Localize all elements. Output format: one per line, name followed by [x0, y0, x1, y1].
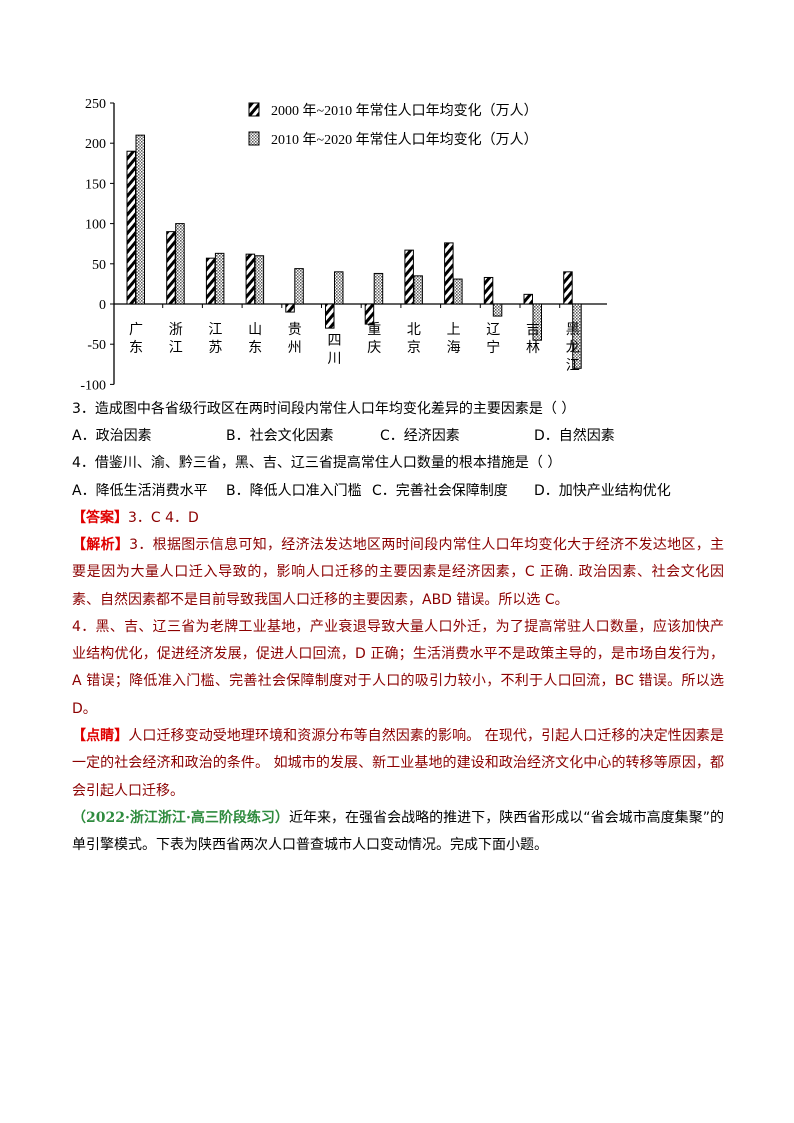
tip-paragraph: 【点睛】人口迁移变动受地理环境和资源分布等自然因素的影响。 在现代，引起人口迁移… — [72, 723, 724, 805]
analysis-paragraph-1: 【解析】3．根据图示信息可知，经济法发达地区两时间段内常住人口年均变化大于经济不… — [72, 532, 724, 614]
x-category-label: 四川 — [328, 334, 342, 367]
q3-option-a: A．政治因素 — [72, 428, 152, 444]
next-question-intro: （2022·浙江浙江·高三阶段练习）近年来，在强省会战略的推进下，陕西省形成以“… — [72, 805, 724, 860]
bar-上海-series-1 — [444, 242, 454, 305]
y-tick-label: 250 — [85, 97, 106, 112]
bar-黑龙江-series-1 — [563, 271, 573, 305]
q4-option-d: D．加快产业结构优化 — [534, 483, 671, 499]
bar-吉林-series-2 — [532, 303, 542, 341]
q3-option-d: D．自然因素 — [534, 428, 615, 444]
answer: 【答案】3．C 4．D — [72, 505, 724, 532]
legend-label-series-1: 2000 年~2010 年常住人口年均变化（万人） — [271, 103, 538, 119]
x-category-label: 广东 — [129, 322, 143, 356]
bar-辽宁-series-1 — [483, 276, 494, 305]
analysis: 【解析】3．根据图示信息可知，经济法发达地区两时间段内常住人口年均变化大于经济不… — [72, 532, 724, 860]
question-3-stem: 3．造成图中各省级行政区在两时间段内常住人口年均变化差异的主要因素是（ ） — [72, 401, 576, 417]
tip-text: 人口迁移变动受地理环境和资源分布等自然因素的影响。 在现代，引起人口迁移的决定性… — [72, 728, 724, 799]
q3-option-b: B．社会文化因素 — [226, 428, 334, 444]
q4-option-a: A．降低生活消费水平 — [72, 483, 208, 499]
bar-重庆-series-1 — [364, 303, 375, 325]
x-category-label: 辽宁 — [486, 322, 500, 356]
bar-山东-series-2 — [254, 255, 265, 305]
next-question-text: 近年来，在强省会战略的推进下，陕西省形成以“省会城市高度集聚”的单引擎模式。下表… — [72, 809, 724, 854]
bar-江苏-series-1 — [205, 257, 216, 305]
legend-label-series-2: 2010 年~2020 年常住人口年均变化（万人） — [271, 132, 538, 148]
y-tick-label: 0 — [99, 298, 106, 313]
bar-吉林-series-1 — [523, 293, 533, 305]
bar-江苏-series-2 — [214, 252, 225, 305]
bar-北京-series-2 — [413, 275, 423, 305]
bar-重庆-series-2 — [373, 272, 384, 305]
answer-label: 【答案】 — [72, 510, 128, 526]
bar-浙江-series-2 — [175, 223, 185, 305]
bar-贵州-series-2 — [294, 268, 304, 305]
bar-四川-series-2 — [334, 271, 344, 305]
q4-option-c: C．完善社会保障制度 — [372, 483, 508, 499]
x-category-label: 吉林 — [526, 322, 540, 356]
bar-北京-series-1 — [404, 249, 414, 305]
legend-swatch-series-2 — [248, 131, 260, 146]
answer-text: 3．C 4．D — [128, 510, 199, 526]
chart-legend: 2000 年~2010 年常住人口年均变化（万人） 2010 年~2020 年常… — [248, 102, 538, 148]
analysis-text-1: 3．根据图示信息可知，经济法发达地区两时间段内常住人口年均变化大于经济不发达地区… — [72, 537, 725, 608]
q4-option-b: B．降低人口准入门槛 — [226, 483, 362, 499]
bar-黑龙江-series-2 — [572, 303, 582, 369]
x-category-label: 江苏 — [208, 322, 222, 356]
x-category-label: 黑龙江 — [566, 323, 580, 374]
q3-option-c: C．经济因素 — [380, 428, 460, 444]
y-tick-label: 100 — [85, 218, 106, 233]
tip-label: 【点睛】 — [72, 728, 129, 745]
bar-贵州-series-1 — [285, 303, 295, 313]
analysis-label: 【解析】 — [72, 537, 130, 553]
y-tick-label: 200 — [85, 137, 106, 152]
bar-广东-series-1 — [126, 150, 136, 305]
y-tick-label: 50 — [92, 258, 106, 273]
y-tick-label: 150 — [85, 177, 106, 192]
x-category-label: 山东 — [248, 322, 262, 356]
x-category-label: 上海 — [447, 322, 461, 356]
x-category-label: 北京 — [407, 322, 421, 356]
y-tick-label: -50 — [87, 338, 106, 353]
x-category-label: 贵州 — [288, 322, 302, 356]
x-category-label: 重庆 — [367, 322, 381, 356]
question-source: （2022·浙江浙江·高三阶段练习） — [72, 809, 289, 826]
bar-四川-series-1 — [325, 303, 335, 329]
legend-swatch-series-1 — [248, 102, 260, 117]
bar-辽宁-series-2 — [492, 303, 503, 317]
bar-浙江-series-1 — [166, 231, 176, 305]
analysis-paragraph-2: 4．黑、吉、辽三省为老牌工业基地，产业衰退导致大量人口外迁，为了提高常驻人口数量… — [72, 618, 724, 717]
bar-山东-series-1 — [245, 253, 256, 305]
question-4-stem: 4．借鉴川、渝、黔三省，黑、吉、辽三省提高常住人口数量的根本措施是（ ） — [72, 455, 562, 471]
bar-上海-series-2 — [453, 278, 463, 305]
y-tick-label: -100 — [80, 378, 106, 393]
bar-广东-series-2 — [135, 134, 145, 305]
x-category-label: 浙江 — [169, 322, 183, 356]
